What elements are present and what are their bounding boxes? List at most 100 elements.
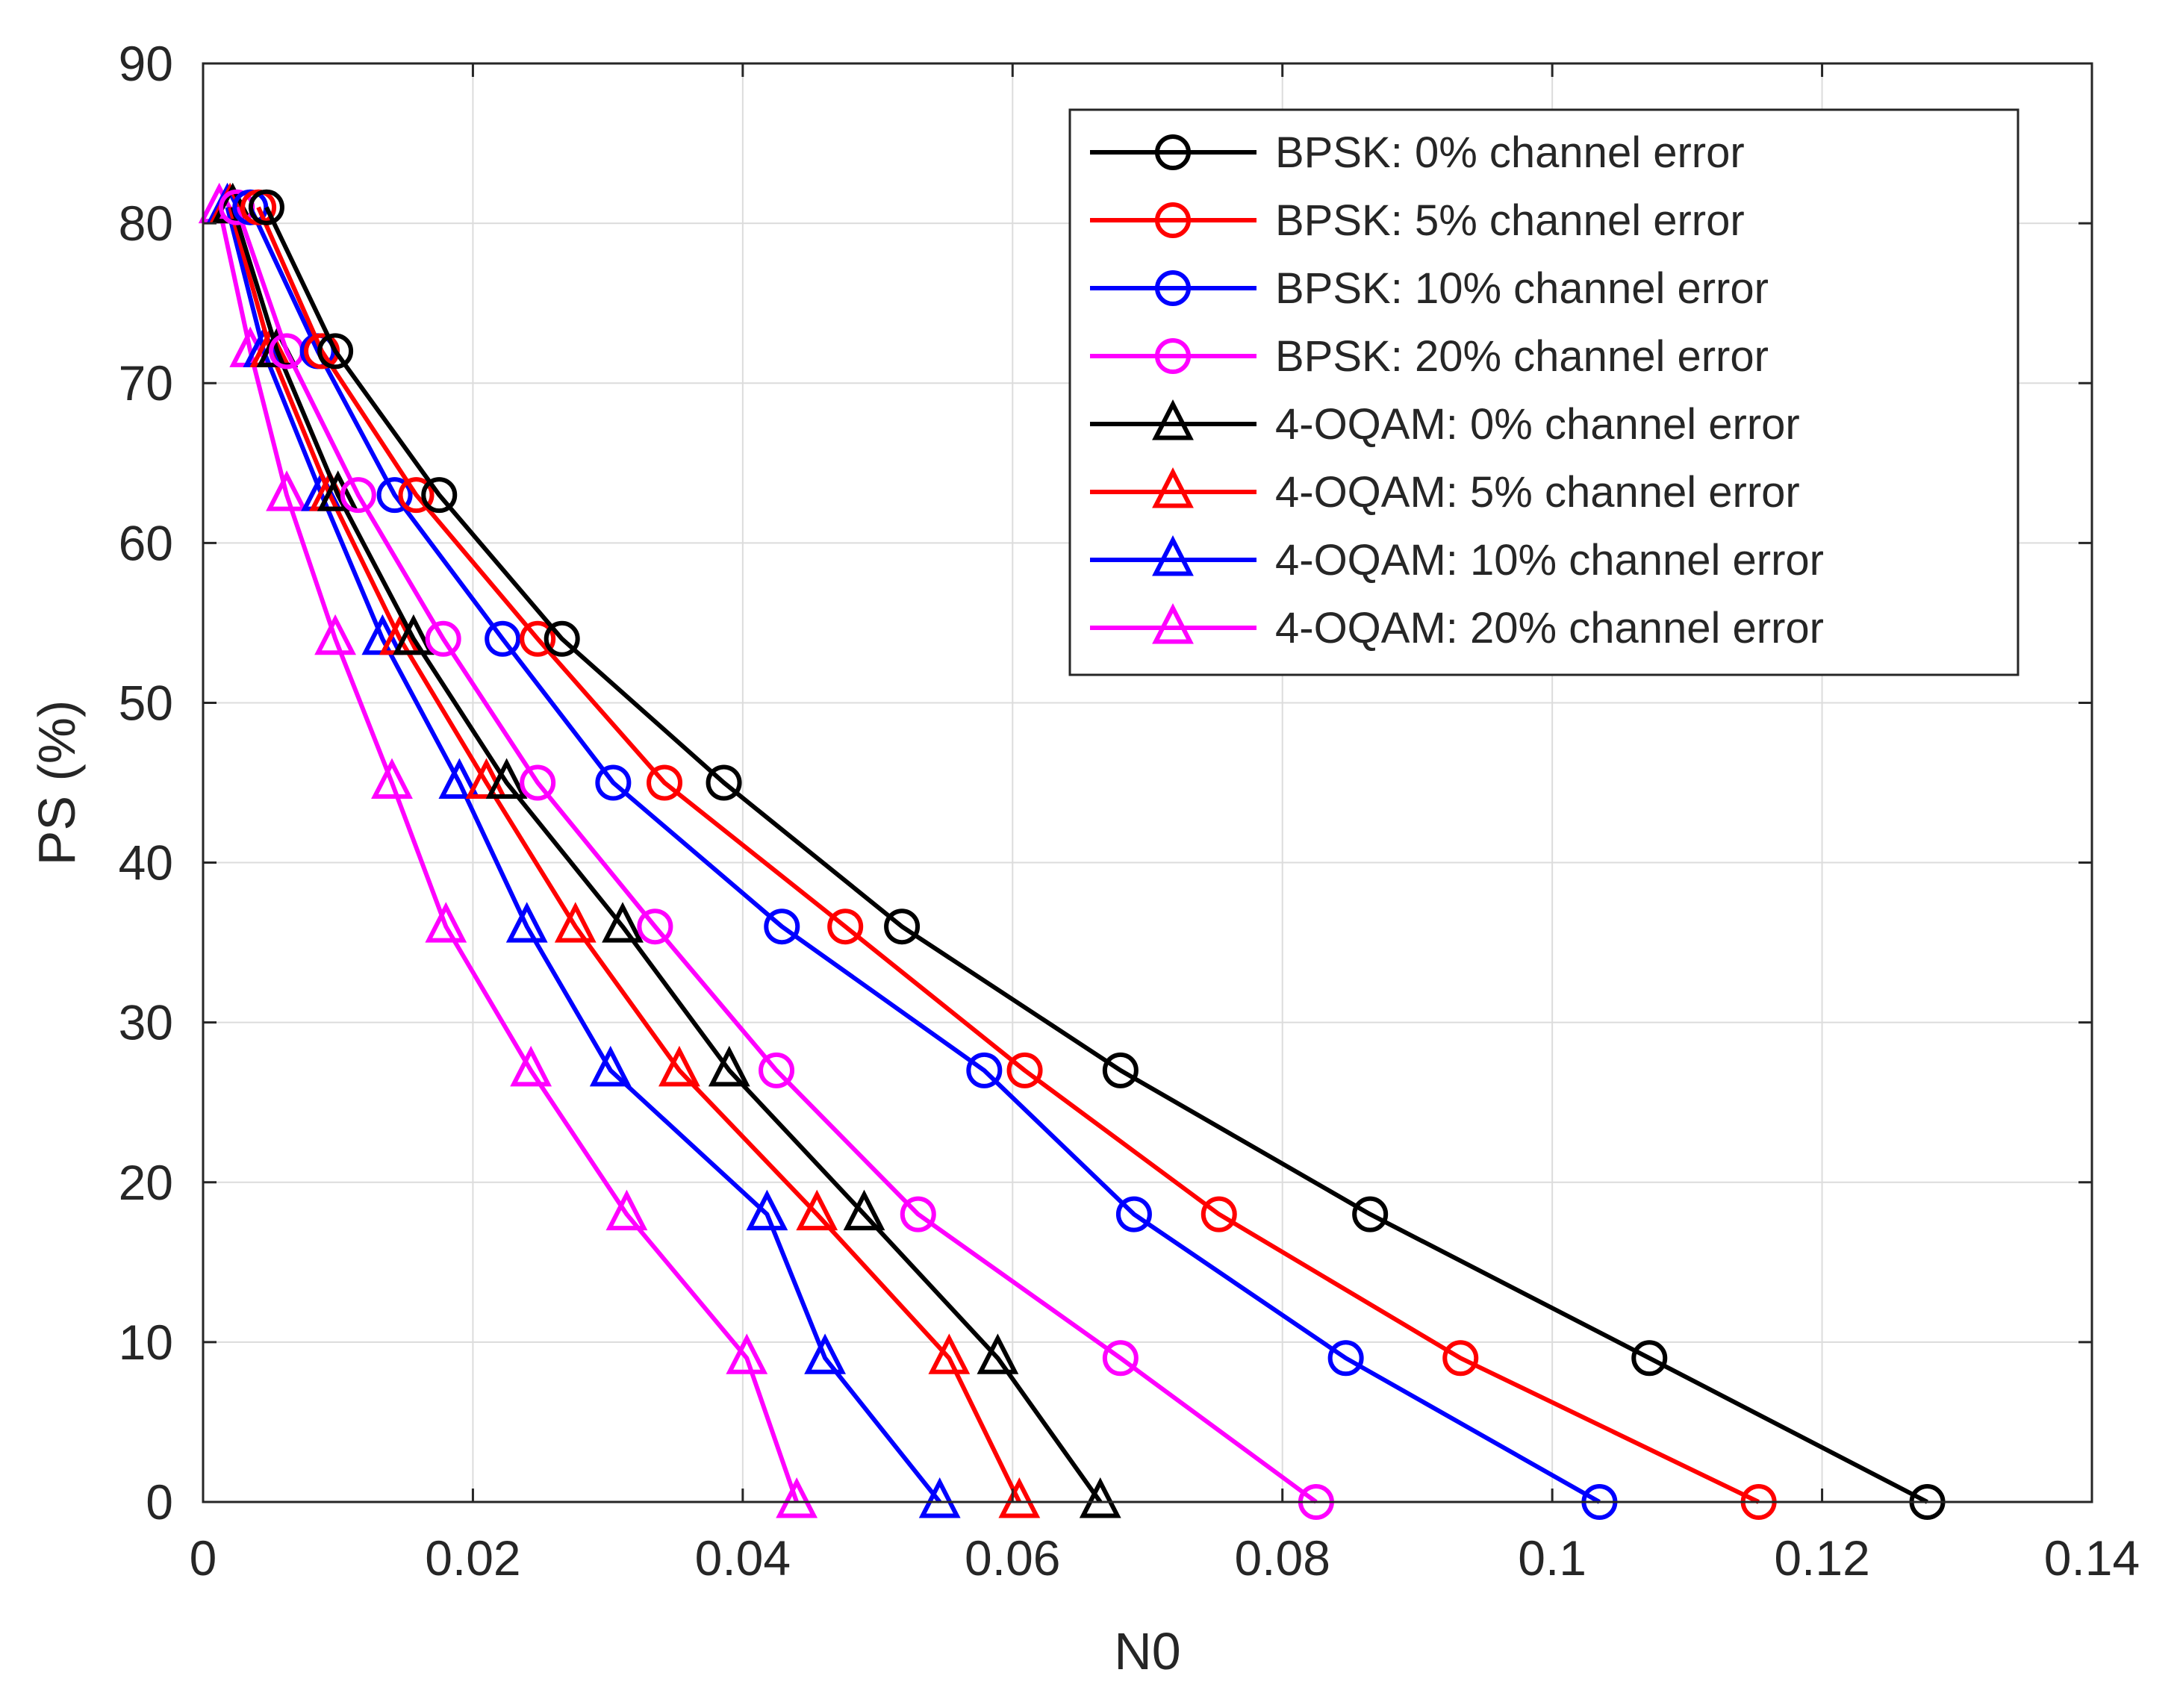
circle-data-point <box>1102 1340 1139 1377</box>
x-axis-label: N0 <box>1114 1622 1180 1680</box>
x-tick-label: 0 <box>190 1530 217 1586</box>
triangle-data-point <box>485 758 528 799</box>
circle-data-point <box>248 189 284 225</box>
legend-circle-marker <box>1155 134 1191 170</box>
legend-triangle-marker <box>1152 399 1194 440</box>
triangle-data-point <box>554 902 597 943</box>
circle-data-point <box>764 908 800 945</box>
x-tick-label: 0.1 <box>1518 1530 1586 1586</box>
series-line <box>225 206 942 1503</box>
circle-data-point <box>1102 1052 1139 1088</box>
legend-entry: 4-OQAM: 10% channel error <box>1090 535 1824 585</box>
legend-circle-marker <box>1155 270 1191 306</box>
triangle-data-point <box>726 1333 768 1374</box>
series-line <box>256 206 1760 1504</box>
x-tick-label: 0.14 <box>2044 1530 2140 1586</box>
y-tick-label: 70 <box>119 355 173 411</box>
circle-data-point <box>398 477 435 514</box>
circle-data-point <box>1327 1340 1364 1377</box>
triangle-data-point <box>393 614 435 655</box>
legend-label: BPSK: 20% channel error <box>1275 332 1769 381</box>
legend-entry: 4-OQAM: 20% channel error <box>1090 603 1824 652</box>
triangle-data-point <box>510 1045 552 1087</box>
circle-data-point <box>827 908 864 945</box>
legend-label: 4-OQAM: 10% channel error <box>1275 536 1824 585</box>
x-tick-label: 0.02 <box>425 1530 520 1586</box>
triangle-data-point <box>776 1477 818 1518</box>
circle-data-point <box>1352 1196 1389 1232</box>
triangle-data-point <box>438 758 481 799</box>
legend: BPSK: 0% channel error BPSK: 5% channel e… <box>1068 108 2019 676</box>
legend-label: BPSK: 5% channel error <box>1275 196 1745 245</box>
triangle-data-point <box>977 1333 1019 1374</box>
legend-entry: BPSK: 5% channel error <box>1090 196 1745 245</box>
triangle-data-point <box>465 758 508 799</box>
triangle-data-point <box>371 758 413 799</box>
legend-entry: BPSK: 0% channel error <box>1090 128 1745 177</box>
y-tick-label: 50 <box>119 675 173 730</box>
triangle-data-point <box>425 902 467 943</box>
triangle-data-point <box>605 1189 648 1231</box>
triangle-data-point <box>796 1189 838 1231</box>
legend-entry: 4-OQAM: 0% channel error <box>1090 399 1800 449</box>
triangle-data-point <box>317 470 359 511</box>
legend-triangle-marker <box>1152 535 1194 576</box>
circle-data-point <box>376 477 413 514</box>
series-layer <box>198 182 1946 1520</box>
legend-entry: BPSK: 10% channel error <box>1090 264 1769 313</box>
legend-label: 4-OQAM: 20% channel error <box>1275 604 1824 652</box>
circle-data-point <box>647 764 683 801</box>
series-line <box>217 207 799 1503</box>
y-tick-label: 0 <box>146 1474 173 1530</box>
y-tick-label: 60 <box>119 515 173 570</box>
y-axis-label: PS (%) <box>28 700 86 866</box>
circle-data-point <box>1006 1052 1043 1088</box>
series-line <box>264 206 1928 1504</box>
legend-circle-marker <box>1155 338 1191 374</box>
triangle-data-point <box>589 1045 632 1087</box>
circle-data-point <box>317 333 354 370</box>
legend-triangle-marker <box>1152 467 1194 508</box>
triangle-data-point <box>998 1477 1041 1518</box>
legend-circle-marker <box>1155 202 1191 238</box>
circle-data-point <box>425 620 461 657</box>
y-tick-label: 80 <box>119 196 173 251</box>
x-tick-label: 0.06 <box>965 1530 1060 1586</box>
circle-data-point <box>544 620 580 657</box>
series-line <box>248 206 1601 1504</box>
y-tick-label: 20 <box>119 1155 173 1210</box>
x-tick-label: 0.12 <box>1774 1530 1869 1586</box>
legend-label: BPSK: 0% channel error <box>1275 128 1745 177</box>
circle-data-point <box>1201 1196 1237 1232</box>
legend-box <box>1068 108 2019 676</box>
series-4 <box>219 189 1334 1520</box>
legend-label: 4-OQAM: 5% channel error <box>1275 468 1800 517</box>
legend-label: 4-OQAM: 0% channel error <box>1275 400 1800 449</box>
circle-data-point <box>637 908 673 945</box>
circle-data-point <box>421 477 458 514</box>
circle-data-point <box>1631 1340 1668 1377</box>
circle-data-point <box>485 620 521 657</box>
circle-data-point <box>1115 1196 1152 1232</box>
series-1 <box>248 189 1946 1520</box>
legend-triangle-marker <box>1152 603 1194 644</box>
triangle-data-point <box>658 1045 700 1087</box>
triangle-data-point <box>314 614 357 655</box>
triangle-data-point <box>804 1333 847 1374</box>
triangle-data-point <box>843 1189 885 1231</box>
circle-data-point <box>340 477 376 514</box>
triangle-data-point <box>505 902 548 943</box>
x-tick-label: 0.08 <box>1234 1530 1330 1586</box>
y-tick-label: 40 <box>119 835 173 891</box>
circle-data-point <box>520 620 556 657</box>
triangle-data-point <box>602 902 644 943</box>
triangle-data-point <box>1079 1477 1121 1518</box>
series-5 <box>211 182 1121 1518</box>
series-8 <box>198 182 818 1518</box>
legend-entry: BPSK: 20% channel error <box>1090 332 1769 381</box>
circle-data-point <box>520 764 556 801</box>
y-tick-label: 10 <box>119 1315 173 1370</box>
triangle-data-point <box>708 1045 750 1087</box>
triangle-data-point <box>918 1477 961 1518</box>
